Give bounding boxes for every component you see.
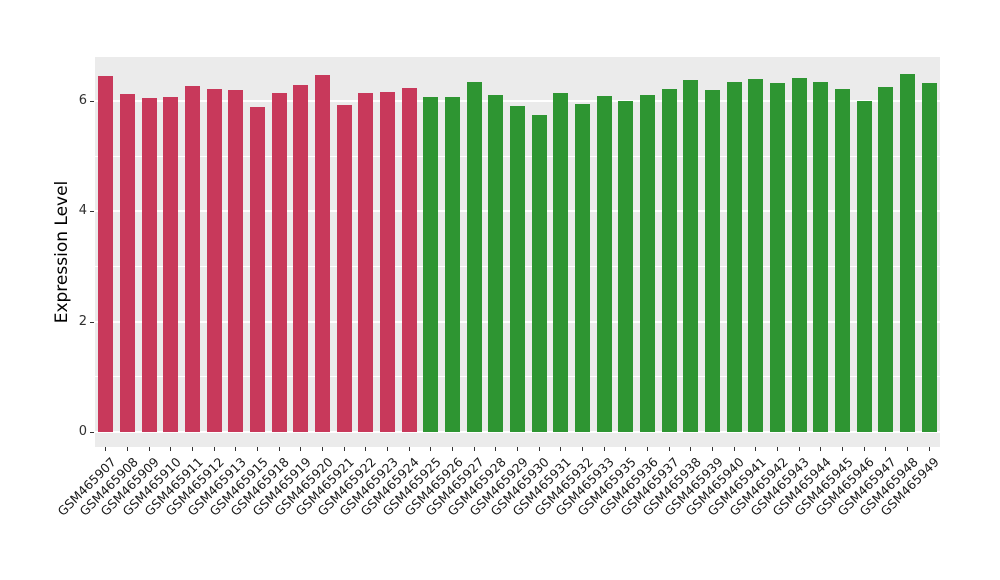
y-tick-mark [90,101,94,103]
x-tick-mark [300,447,302,451]
x-tick-mark [907,447,908,451]
bar [423,96,439,432]
y-tick-mark [90,432,94,433]
x-tick-mark [170,447,172,451]
y-tick-label: 0 [78,424,87,439]
bar [98,76,114,432]
x-tick-mark [928,447,930,451]
x-tick-mark [387,447,388,451]
x-tick-mark [798,447,800,451]
x-tick-mark [560,447,562,451]
x-tick-mark [127,447,128,451]
bar [575,103,590,432]
bar [813,81,829,432]
bar [466,81,482,432]
gridline-major [95,100,940,103]
bar [661,89,677,432]
bar [271,92,287,432]
x-tick-mark [517,447,518,451]
x-tick-mark [192,447,193,451]
bar [748,79,764,432]
bar [553,92,569,432]
x-tick-mark [603,447,605,451]
x-tick-mark [625,447,627,451]
y-tick-label: 6 [78,93,87,109]
x-tick-mark [213,447,215,451]
bar [705,90,720,432]
bar [445,97,460,432]
x-tick-mark [257,447,258,451]
x-tick-mark [105,447,107,451]
x-tick-mark [278,447,280,451]
x-tick-mark [668,447,670,451]
x-tick-mark [863,447,865,451]
bar [141,98,157,432]
x-tick-mark [322,447,323,451]
y-tick-label: 2 [78,313,87,329]
x-tick-mark [235,447,237,451]
bar [488,94,504,432]
bar [228,89,244,432]
bar [770,83,785,432]
x-tick-mark [430,447,432,451]
x-tick-mark [820,447,822,451]
x-tick-mark [452,447,453,451]
bar [683,80,699,432]
y-tick-mark [90,211,94,213]
x-tick-mark [647,447,648,451]
x-tick-mark [473,447,475,451]
x-tick-mark [842,447,843,451]
bar [293,84,309,432]
bar [358,92,374,432]
x-tick-mark [777,447,778,451]
bar [791,77,807,432]
y-axis-title: Expression Level [52,180,72,324]
bar [640,94,655,432]
bar [618,101,634,432]
bar [185,85,200,432]
x-tick-mark [690,447,692,451]
x-tick-mark [733,447,735,451]
x-tick-mark [885,447,887,451]
y-tick-mark [90,321,94,323]
bar [726,81,742,432]
bar [120,93,135,432]
bar [900,73,915,432]
bar [856,101,872,432]
bar [921,82,937,432]
gridline-major [95,431,940,433]
x-tick-mark [148,447,150,451]
bar [315,74,330,432]
bar [401,88,417,432]
bar [510,106,525,432]
x-tick-mark [365,447,367,451]
bar [380,91,395,432]
x-tick-mark [343,447,345,451]
plot-panel [95,57,940,447]
x-tick-mark [712,447,713,451]
x-tick-mark [538,447,540,451]
x-tick-mark [755,447,757,451]
bar [596,95,612,432]
bar [163,97,179,432]
bar [336,104,352,432]
bar [835,89,850,432]
x-tick-mark [495,447,497,451]
bar [878,87,894,432]
bar [531,115,547,432]
x-tick-mark [408,447,410,451]
bar [206,89,222,432]
y-tick-label: 4 [78,203,87,219]
bar [250,106,265,432]
x-tick-mark [582,447,583,451]
